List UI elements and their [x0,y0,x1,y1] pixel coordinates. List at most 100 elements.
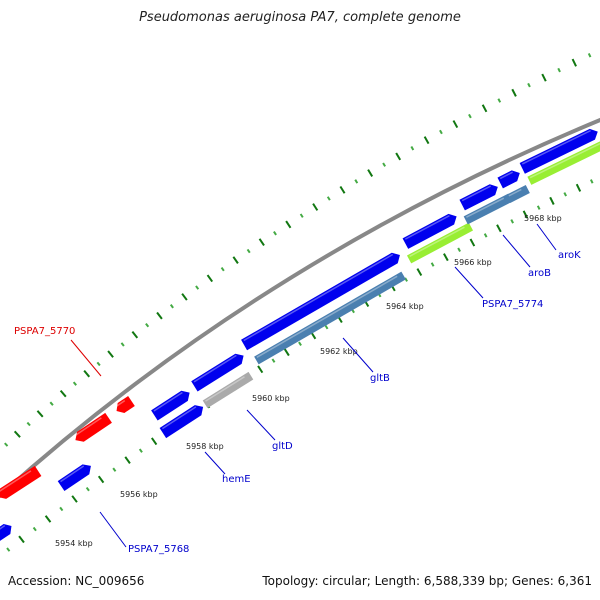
inner-tick [271,358,276,363]
segment-blue-highlight [508,188,522,197]
segment-green[interactable] [406,222,474,264]
gene-label-leader [502,234,531,268]
outer-tick [439,129,443,135]
gene-forward[interactable] [497,168,522,189]
gene-forward-shape [497,170,520,189]
outer-tick [423,136,430,145]
gene-label-leader [246,409,276,441]
gene-reverse-highlight [115,400,126,408]
outer-tick [72,381,77,386]
scale-label: 5954 kbp [55,539,93,548]
outer-tick [273,231,277,236]
gene-forward-highlight [60,465,85,483]
gene-reverse[interactable] [72,412,112,445]
gene-forward[interactable] [191,351,247,392]
outer-tick [220,266,225,272]
inner-tick [575,183,582,192]
outer-tick [26,421,31,427]
gene-forward-shape [0,524,12,542]
outer-tick [285,220,292,229]
gene-forward[interactable] [151,388,193,421]
outer-tick [339,185,346,194]
outer-tick [195,285,200,290]
scale-label: 5966 kbp [454,258,492,267]
outer-tick [468,113,472,119]
gene-forward[interactable] [459,182,500,211]
segment-blue-highlight [256,275,398,358]
outer-tick [206,274,214,283]
map-title: Pseudomonas aeruginosa PA7, complete gen… [139,10,461,25]
outer-tick [299,213,304,218]
gene-reverse-shape [116,395,135,413]
gene-forward[interactable] [519,126,600,174]
inner-tick [457,247,461,253]
gene-forward[interactable] [57,461,95,492]
outer-tick [181,293,188,301]
gene-forward-shape [151,390,190,421]
gene-forward[interactable] [159,402,207,439]
scale-label: 5962 kbp [320,347,358,356]
gene-label[interactable]: PSPA7_5770 [14,326,75,337]
gene-forward-shape [459,184,498,211]
gene-forward-highlight [521,129,591,165]
inner-tick [44,515,52,523]
outer-tick [13,430,21,438]
gene-forward[interactable] [0,521,15,542]
gene-reverse[interactable] [0,465,42,502]
gene-label[interactable]: PSPA7_5768 [128,544,189,555]
gene-reverse[interactable] [113,395,135,416]
inner-tick [510,219,514,224]
inner-tick [257,365,264,374]
segment-blue[interactable] [506,184,530,204]
gene-label[interactable]: hemE [222,474,251,485]
outer-tick [382,162,386,167]
gene-forward-shape [159,405,204,439]
inner-tick [124,456,131,464]
outer-tick [49,401,54,406]
gene-label[interactable]: gltD [272,441,293,452]
gene-forward-highlight [404,215,450,240]
gene-forward[interactable] [402,211,460,249]
outer-tick [571,58,577,67]
inner-tick [536,205,541,210]
outer-tick [59,389,67,398]
inner-tick [483,233,488,238]
outer-tick [4,442,9,447]
gene-forward[interactable] [241,250,403,351]
outer-tick [497,98,502,103]
gene-label-leader [454,266,484,299]
genome-summary: Topology: circular; Length: 6,588,339 bp… [262,574,592,588]
segment-gray-highlight [205,376,245,402]
inner-tick [85,486,90,492]
gene-forward-highlight [161,406,197,430]
inner-tick [112,467,117,472]
segment-green-shape [406,222,474,264]
gene-label[interactable]: aroB [528,268,551,279]
segment-blue[interactable] [463,193,513,225]
inner-tick [563,192,568,197]
gene-forward-highlight [0,525,6,533]
outer-tick [481,104,488,113]
outer-tick [312,203,319,211]
gene-forward-shape [402,213,457,249]
outer-tick [232,256,239,264]
inner-tick [430,262,435,267]
outer-tick [258,238,265,247]
outer-tick [145,322,150,328]
gene-label[interactable]: PSPA7_5774 [482,299,543,310]
outer-tick [541,73,547,82]
scale-label: 5958 kbp [186,442,224,451]
segment-green-shape [527,139,600,185]
inner-tick [469,238,476,247]
gene-reverse-shape [75,412,112,442]
gene-forward-highlight [193,354,237,383]
gene-label[interactable]: gltB [370,373,390,384]
segment-gray[interactable] [202,371,254,409]
scale-label: 5964 kbp [386,302,424,311]
gene-label[interactable]: aroK [558,250,581,261]
inner-tick [71,495,78,503]
gene-label-leader [342,337,374,373]
segment-green[interactable] [527,139,600,185]
segment-blue[interactable] [254,271,406,365]
